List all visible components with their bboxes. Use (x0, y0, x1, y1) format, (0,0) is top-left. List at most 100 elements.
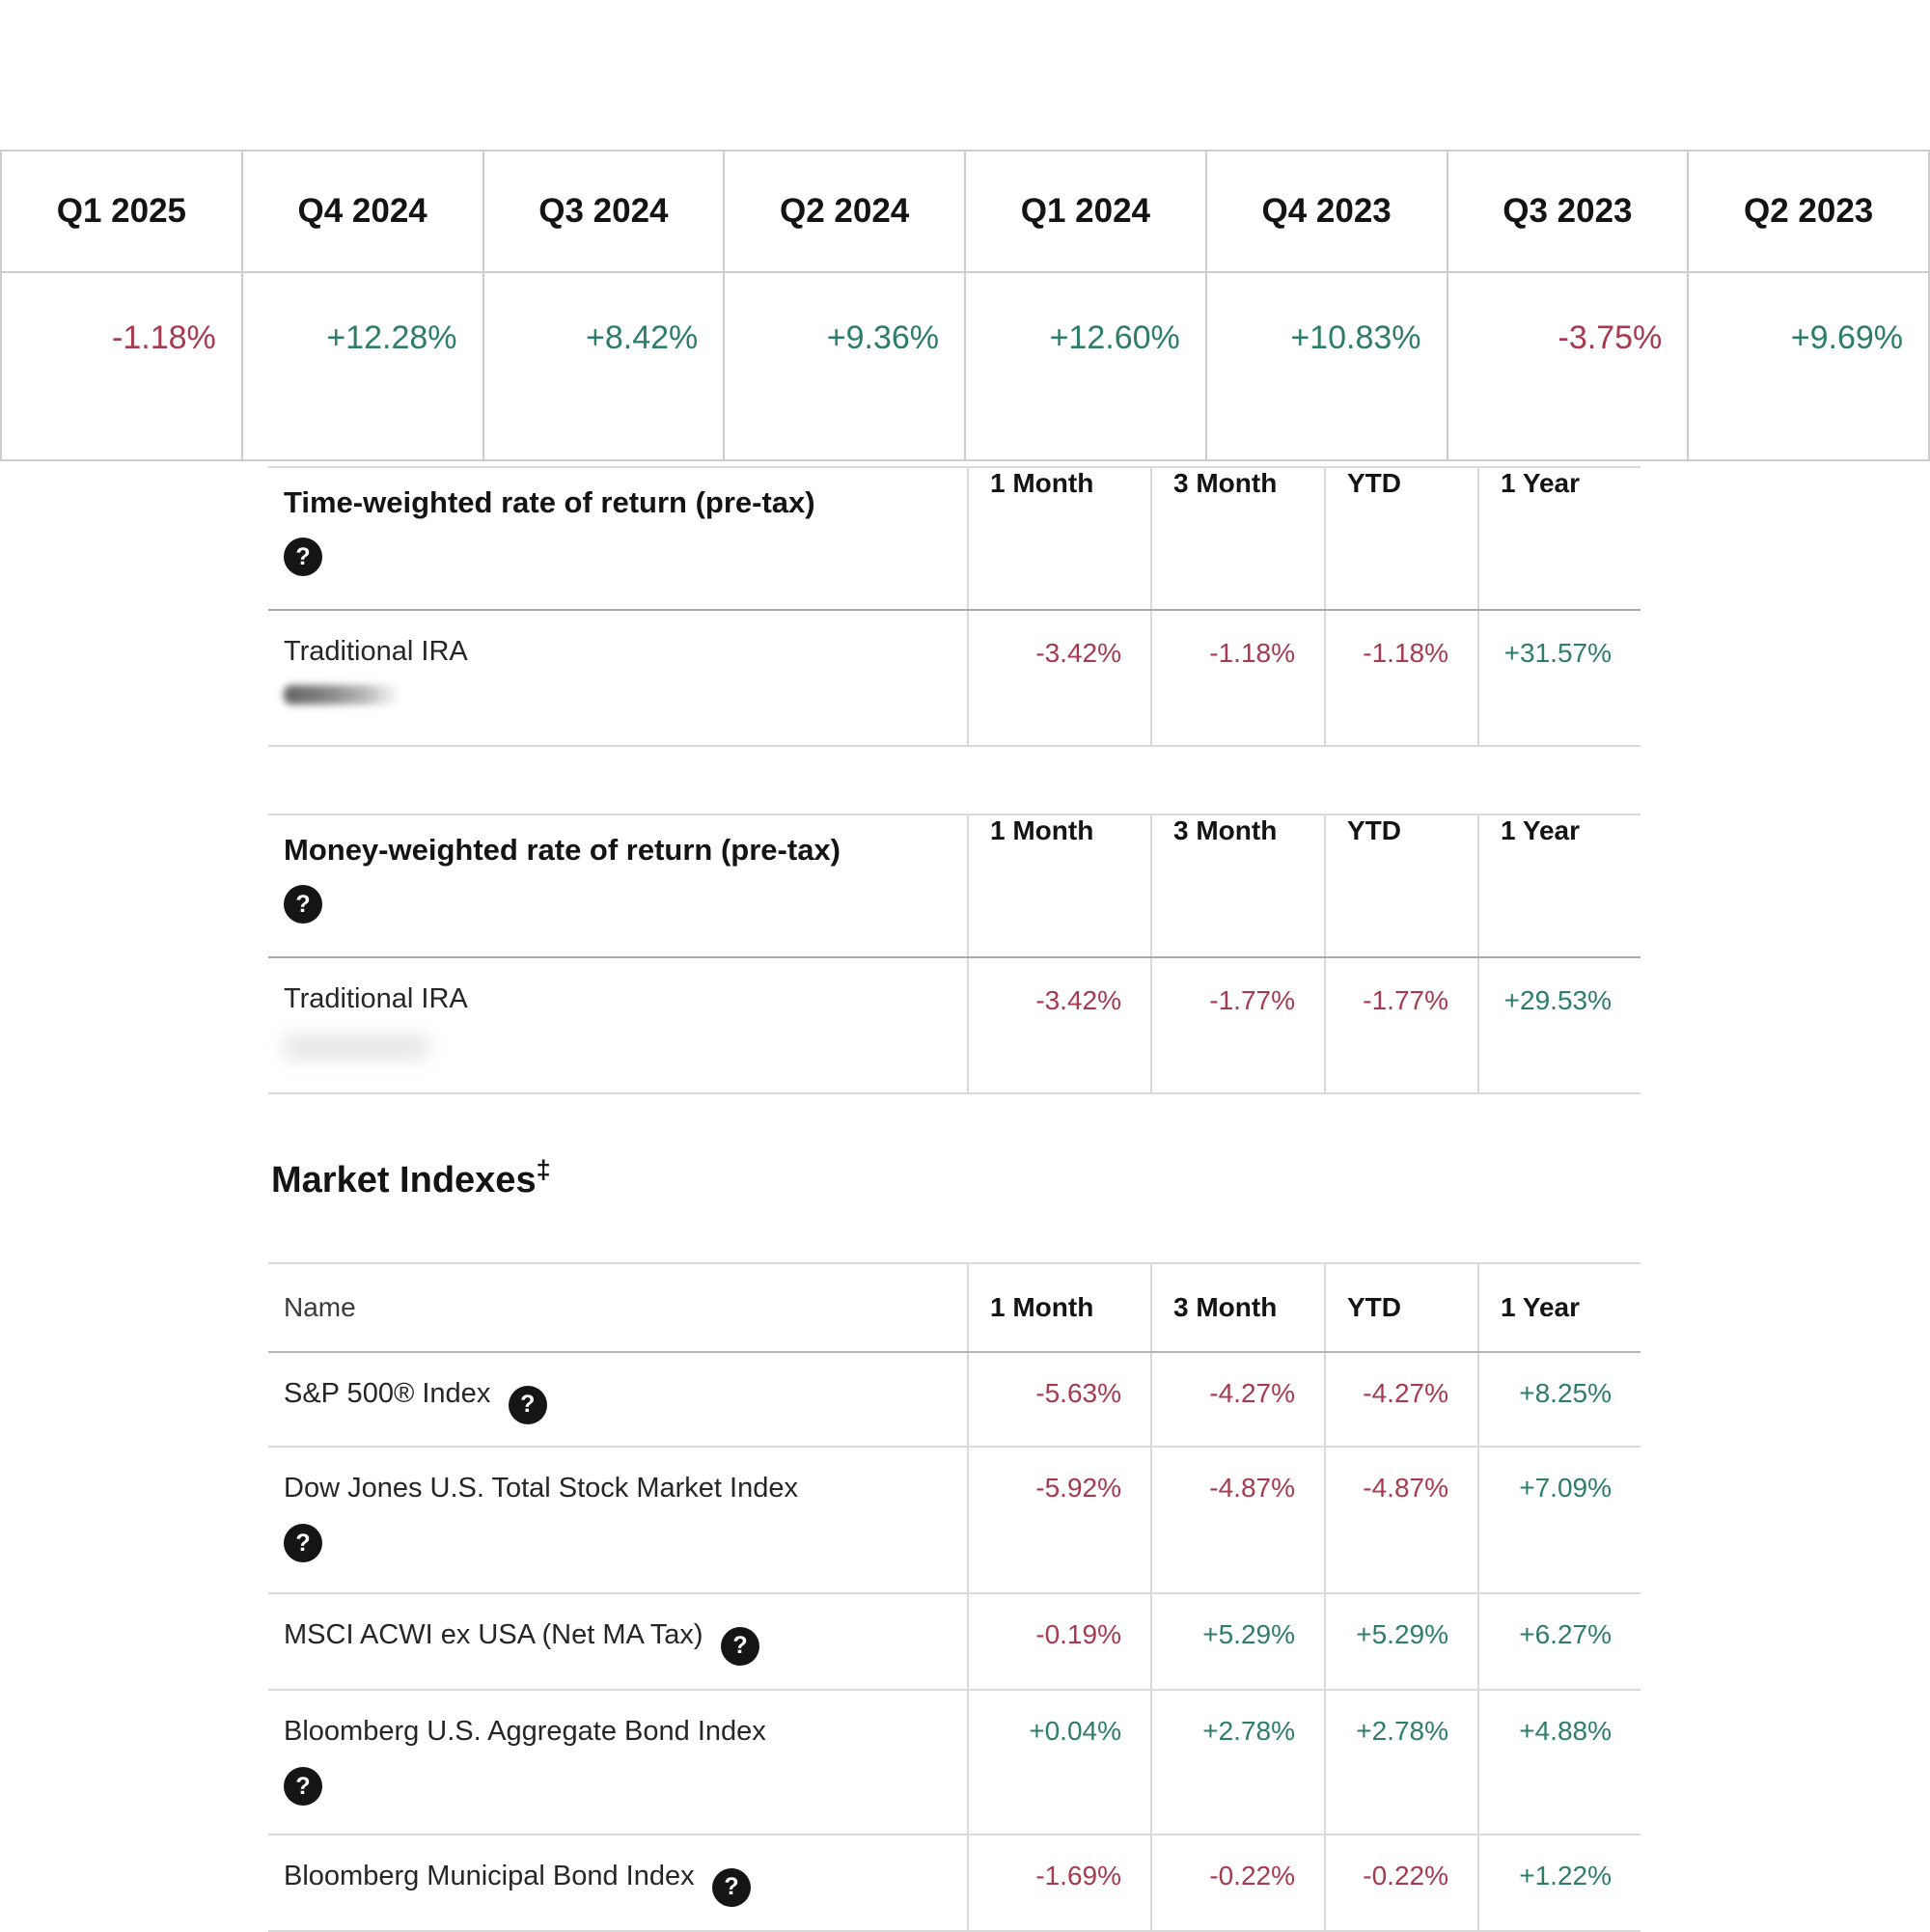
table-header-row: Money-weighted rate of return (pre-tax) … (268, 814, 1640, 958)
index-name-cell: MSCI ACWI ex USA (Net MA Tax) ? (268, 1593, 968, 1691)
return-value: +0.04% (967, 1690, 1151, 1835)
return-value: +5.29% (1150, 1593, 1325, 1691)
column-header-1-month: 1 Month (967, 467, 1151, 611)
quarter-header: Q1 2024 (964, 150, 1207, 273)
table-row: Bloomberg U.S. Aggregate Bond Index ? +0… (268, 1690, 1640, 1835)
help-icon[interactable]: ? (712, 1867, 752, 1907)
return-value: -1.18% (1324, 610, 1478, 747)
table-row: Bloomberg Municipal Bond Index ? -1.69% … (268, 1835, 1640, 1932)
index-name: S&P 500® Index (284, 1378, 491, 1409)
index-name-cell: S&P 500® Index ? (268, 1352, 968, 1448)
market-indexes-table: Name 1 Month 3 Month YTD 1 Year S&P 500®… (268, 1262, 1640, 1932)
quarter-return-value: +12.28% (240, 271, 484, 461)
table-title-cell: Money-weighted rate of return (pre-tax) … (268, 814, 968, 958)
return-value: +6.27% (1477, 1593, 1640, 1691)
return-value: -5.92% (967, 1447, 1151, 1594)
quarter-header: Q2 2024 (723, 150, 966, 273)
quarter-return-value: +9.69% (1687, 271, 1930, 461)
return-value: +31.57% (1477, 610, 1640, 747)
quarter-header: Q3 2024 (482, 150, 726, 273)
column-header-name: Name (268, 1263, 968, 1353)
table-header-row: Time-weighted rate of return (pre-tax) ?… (268, 467, 1640, 611)
quarter-return-value: +8.42% (482, 271, 726, 461)
column-header-1-year: 1 Year (1477, 467, 1640, 611)
help-icon-line: ? (284, 1767, 967, 1806)
help-icon[interactable]: ? (508, 1385, 547, 1424)
column-header-3-month: 3 Month (1150, 1263, 1325, 1353)
table-title-cell: Time-weighted rate of return (pre-tax) ? (268, 467, 968, 611)
index-name: Bloomberg U.S. Aggregate Bond Index (284, 1716, 766, 1747)
quarter-return-value: +12.60% (964, 271, 1207, 461)
help-icon[interactable]: ? (721, 1626, 760, 1666)
index-name-cell: Dow Jones U.S. Total Stock Market Index … (268, 1447, 968, 1594)
table-header-row: Name 1 Month 3 Month YTD 1 Year (268, 1263, 1640, 1353)
return-value: +1.22% (1477, 1835, 1640, 1932)
return-value: +7.09% (1477, 1447, 1640, 1594)
return-value: +2.78% (1150, 1690, 1325, 1835)
return-value: +2.78% (1324, 1690, 1478, 1835)
return-value: -4.87% (1150, 1447, 1325, 1594)
index-name: Bloomberg Municipal Bond Index (284, 1861, 695, 1891)
help-icon[interactable]: ? (284, 885, 322, 924)
help-icon[interactable]: ? (284, 538, 322, 576)
return-value: -1.77% (1150, 957, 1325, 1094)
quarter-return-value: +10.83% (1204, 271, 1448, 461)
return-value: -0.22% (1150, 1835, 1325, 1932)
column-header-1-month: 1 Month (967, 814, 1151, 958)
return-value: +5.29% (1324, 1593, 1478, 1691)
return-value: +4.88% (1477, 1690, 1640, 1835)
quarter-return-value: -1.18% (0, 271, 243, 461)
return-value: -3.42% (967, 610, 1151, 747)
market-indexes-heading: Market Indexes‡ (271, 1155, 551, 1201)
quarter-header: Q3 2023 (1446, 150, 1690, 273)
index-name: MSCI ACWI ex USA (Net MA Tax) (284, 1619, 703, 1650)
column-header-1-year: 1 Year (1477, 1263, 1640, 1353)
table-row: Traditional IRA -3.42% -1.18% -1.18% +31… (268, 610, 1640, 747)
time-weighted-return-table: Time-weighted rate of return (pre-tax) ?… (268, 466, 1640, 747)
column-header-3-month: 3 Month (1150, 467, 1325, 611)
table-row: Traditional IRA -3.42% -1.77% -1.77% +29… (268, 957, 1640, 1094)
help-icon-line: ? (284, 1524, 967, 1562)
market-indexes-heading-text: Market Indexes (271, 1160, 537, 1201)
return-value: +29.53% (1477, 957, 1640, 1094)
column-header-ytd: YTD (1324, 1263, 1478, 1353)
return-value: -4.27% (1150, 1352, 1325, 1448)
account-name-cell: Traditional IRA (268, 957, 968, 1094)
table-row: Dow Jones U.S. Total Stock Market Index … (268, 1447, 1640, 1594)
return-value: -4.87% (1324, 1447, 1478, 1594)
return-value: -1.69% (967, 1835, 1151, 1932)
return-value: -0.22% (1324, 1835, 1478, 1932)
quarterly-values-row: -1.18% +12.28% +8.42% +9.36% +12.60% +10… (0, 271, 1930, 461)
index-name-cell: Bloomberg U.S. Aggregate Bond Index ? (268, 1690, 968, 1835)
account-name: Traditional IRA (284, 636, 468, 667)
table-title: Time-weighted rate of return (pre-tax) (284, 485, 815, 519)
money-weighted-return-table: Money-weighted rate of return (pre-tax) … (268, 814, 1640, 1094)
account-name: Traditional IRA (284, 983, 468, 1014)
column-header-ytd: YTD (1324, 814, 1478, 958)
double-dagger-footnote-mark: ‡ (536, 1155, 551, 1184)
quarterly-header-row: Q1 2025 Q4 2024 Q3 2024 Q2 2024 Q1 2024 … (0, 150, 1930, 273)
redacted-account-number (284, 685, 400, 704)
column-header-1-year: 1 Year (1477, 814, 1640, 958)
help-icon[interactable]: ? (284, 1767, 322, 1806)
column-header-1-month: 1 Month (967, 1263, 1151, 1353)
quarter-return-value: -3.75% (1446, 271, 1690, 461)
quarter-header: Q1 2025 (0, 150, 243, 273)
help-icon[interactable]: ? (284, 1524, 322, 1562)
table-title: Money-weighted rate of return (pre-tax) (284, 833, 841, 867)
return-value: -0.19% (967, 1593, 1151, 1691)
quarter-header: Q4 2023 (1204, 150, 1448, 273)
index-name-cell: Bloomberg Municipal Bond Index ? (268, 1835, 968, 1932)
account-name-cell: Traditional IRA (268, 610, 968, 747)
return-value: -5.63% (967, 1352, 1151, 1448)
return-value: -3.42% (967, 957, 1151, 1094)
quarter-header: Q2 2023 (1687, 150, 1930, 273)
quarter-header: Q4 2024 (240, 150, 484, 273)
column-header-ytd: YTD (1324, 467, 1478, 611)
redacted-account-number (284, 1035, 428, 1060)
table-row: S&P 500® Index ? -5.63% -4.27% -4.27% +8… (268, 1352, 1640, 1448)
quarter-return-value: +9.36% (723, 271, 966, 461)
index-name: Dow Jones U.S. Total Stock Market Index (284, 1473, 798, 1504)
return-value: -4.27% (1324, 1352, 1478, 1448)
quarterly-returns-table: Q1 2025 Q4 2024 Q3 2024 Q2 2024 Q1 2024 … (0, 150, 1930, 461)
